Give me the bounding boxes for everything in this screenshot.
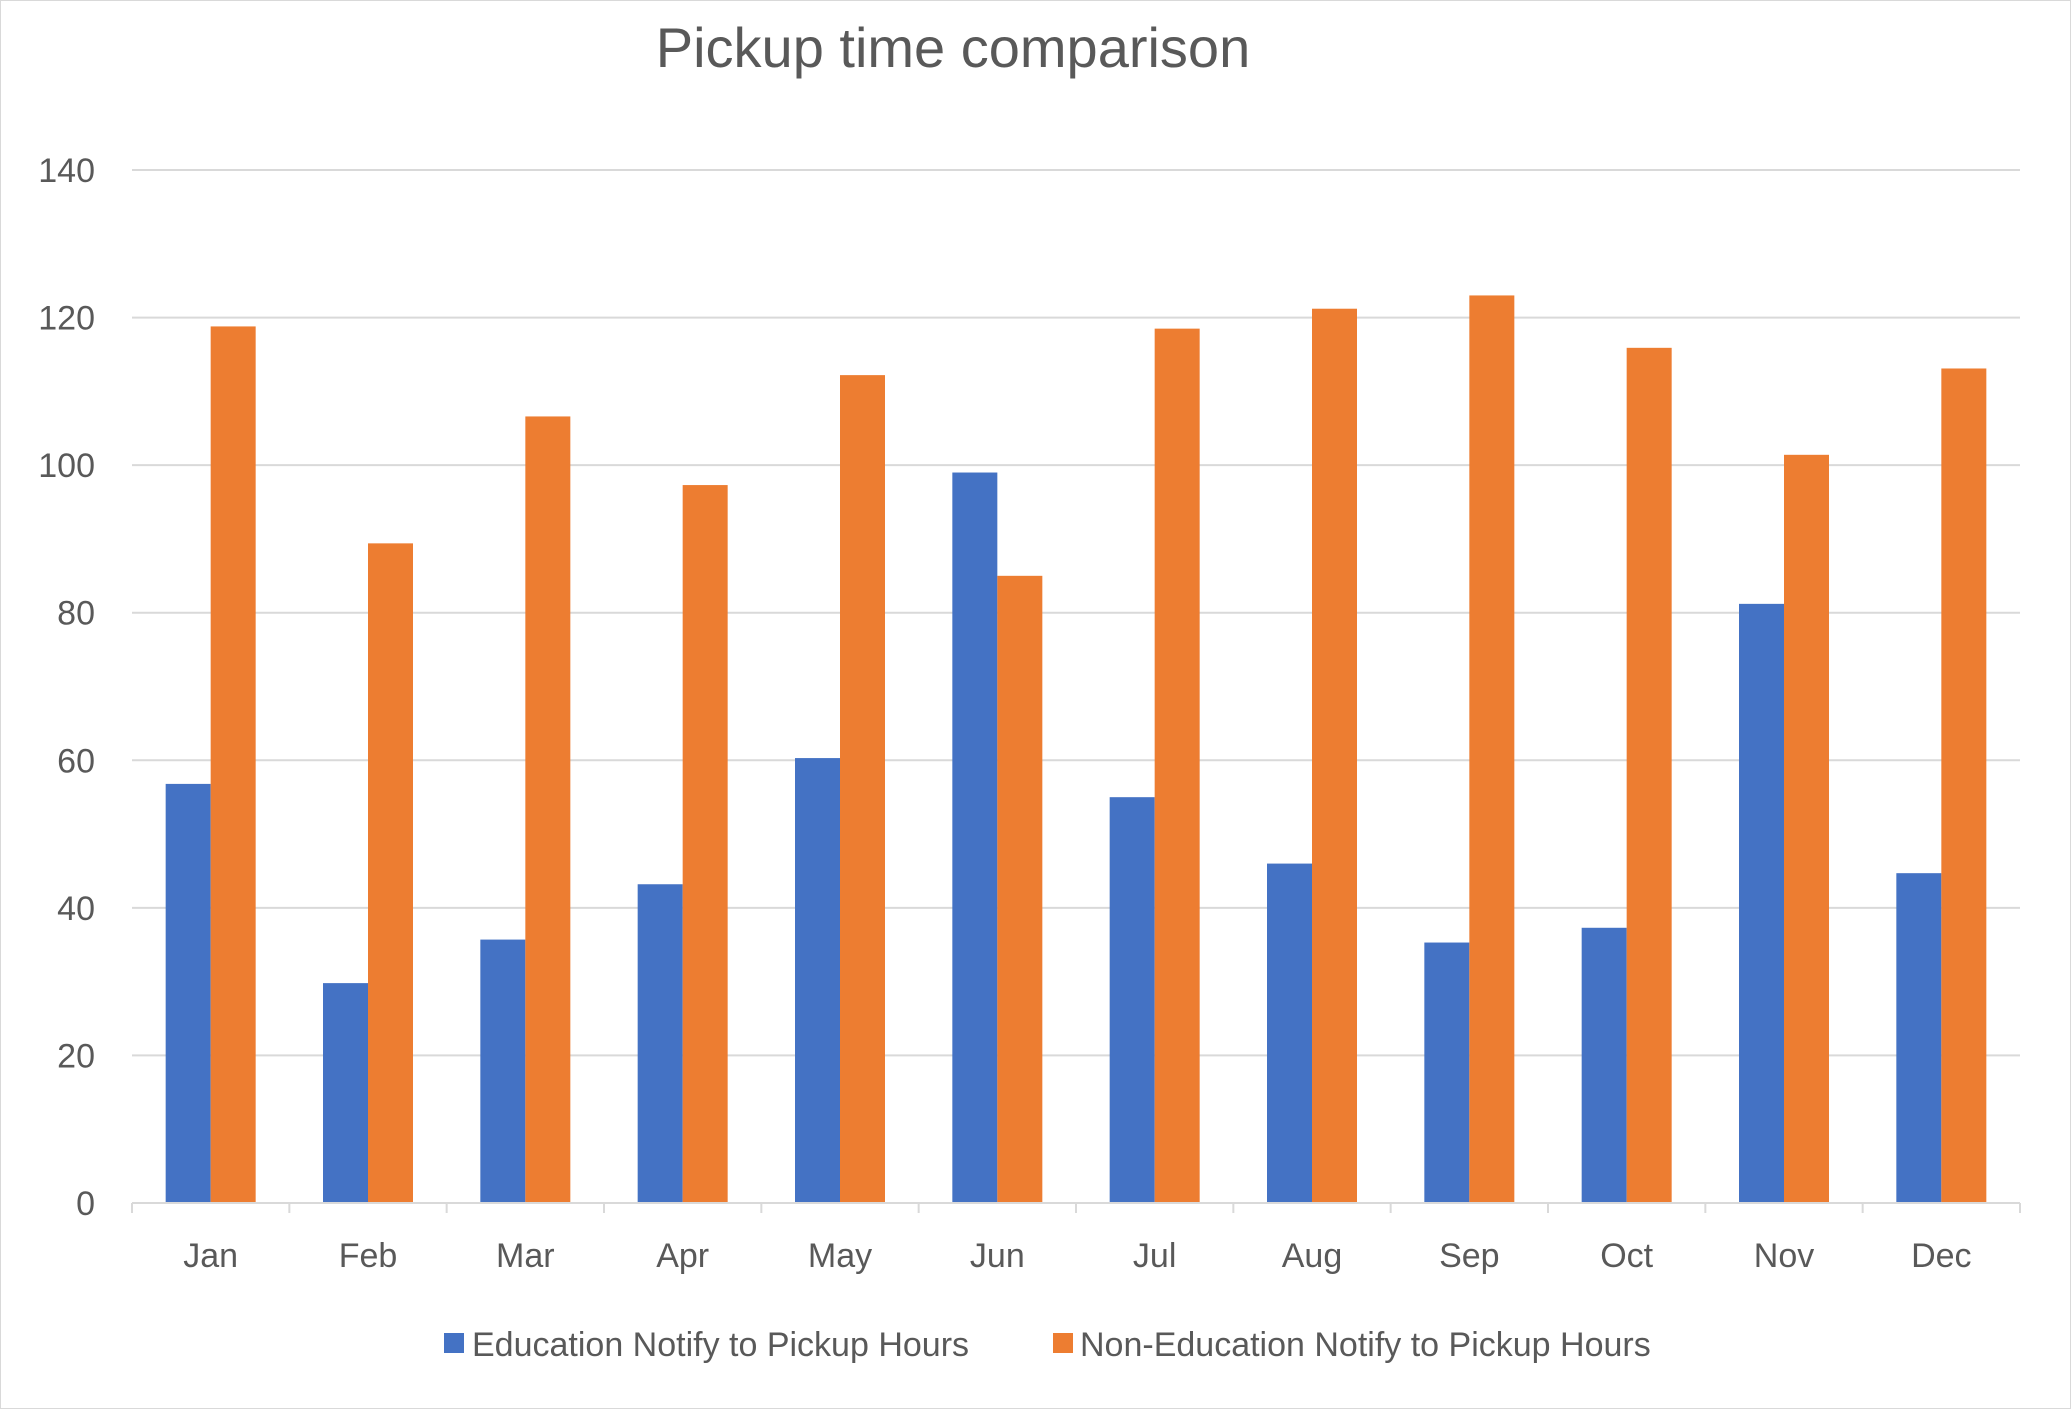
bar-education-nov (1739, 603, 1784, 1203)
x-tick-label: Jun (970, 1237, 1025, 1275)
x-tick-label: Dec (1911, 1237, 1971, 1275)
y-axis-tick-labels: 0 20 40 60 80 100 120 140 (38, 152, 95, 1223)
y-tick-label: 140 (38, 152, 95, 190)
x-tick-label: Nov (1754, 1237, 1814, 1275)
x-tick-label: Feb (339, 1237, 398, 1275)
y-tick-label: 80 (57, 595, 95, 633)
bar-non-education-jun (997, 575, 1043, 1203)
legend: Education Notify to Pickup Hours Non-Edu… (444, 1326, 1651, 1364)
chart-title: Pickup time comparison (656, 16, 1250, 79)
legend-swatch-non-education (1053, 1333, 1073, 1353)
bar-education-feb (323, 983, 368, 1203)
bar-non-education-apr (682, 485, 728, 1203)
y-tick-label: 60 (57, 742, 95, 780)
bar-non-education-mar (525, 416, 571, 1203)
x-tick-label: Apr (656, 1237, 709, 1275)
x-tick-label: Aug (1282, 1237, 1343, 1275)
x-axis (131, 1202, 2021, 1213)
bar-education-sep (1424, 942, 1470, 1203)
y-tick-label: 40 (57, 890, 95, 928)
y-tick-label: 20 (57, 1037, 95, 1075)
bar-non-education-dec (1941, 368, 1987, 1203)
bar-education-jul (1109, 797, 1155, 1203)
bar-education-jun (952, 472, 998, 1203)
x-tick-label: Mar (496, 1237, 555, 1275)
legend-swatch-education (444, 1333, 464, 1353)
x-tick-label: Jan (183, 1237, 238, 1275)
legend-label-non-education: Non-Education Notify to Pickup Hours (1080, 1326, 1651, 1364)
x-tick-label: Jul (1133, 1237, 1176, 1275)
bar-non-education-jan (210, 326, 256, 1203)
bar-non-education-nov (1784, 454, 1829, 1203)
bar-non-education-aug (1312, 308, 1357, 1203)
bars (165, 295, 1987, 1204)
bar-education-mar (480, 939, 526, 1203)
bar-education-apr (637, 884, 683, 1203)
bar-education-dec (1896, 873, 1942, 1203)
bar-non-education-oct (1626, 347, 1672, 1203)
gridlines (132, 169, 2020, 1057)
x-tick-label: May (808, 1237, 872, 1275)
legend-label-education: Education Notify to Pickup Hours (472, 1326, 969, 1364)
y-tick-label: 0 (76, 1185, 95, 1223)
bar-education-aug (1267, 863, 1312, 1203)
y-tick-label: 100 (38, 447, 95, 485)
bar-education-jan (165, 783, 211, 1203)
x-axis-tick-labels: Jan Feb Mar Apr May Jun Jul Aug Sep Oct Nov Dec (183, 1237, 1971, 1275)
bar-education-may (795, 758, 840, 1203)
bar-non-education-may (840, 375, 885, 1204)
bar-non-education-jul (1154, 328, 1200, 1203)
bar-non-education-sep (1469, 295, 1515, 1204)
x-tick-label: Sep (1439, 1237, 1500, 1275)
y-tick-label: 120 (38, 300, 95, 338)
bar-education-oct (1581, 927, 1627, 1203)
bar-non-education-feb (368, 543, 413, 1203)
x-tick-label: Oct (1600, 1237, 1653, 1275)
